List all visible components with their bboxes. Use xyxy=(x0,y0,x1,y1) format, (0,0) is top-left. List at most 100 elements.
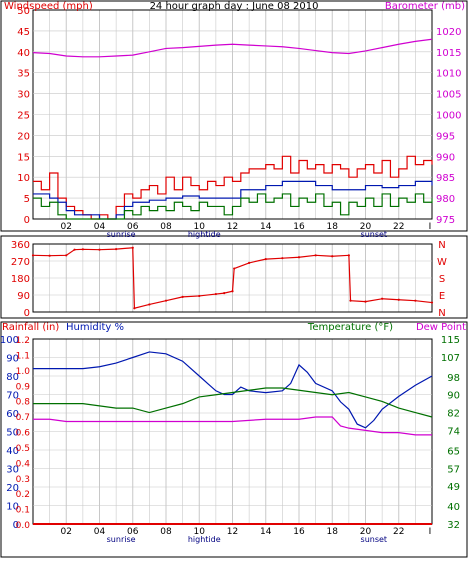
x-tick-label: 14 xyxy=(260,222,272,232)
x-tick-label: 02 xyxy=(61,527,72,537)
x-tick-label: 06 xyxy=(127,222,139,232)
humidity-tick-label: 50 xyxy=(6,428,19,439)
direction-point xyxy=(248,261,251,264)
x-tick-label: 02 xyxy=(61,222,72,232)
temperature-tick-label: 115 xyxy=(441,335,460,346)
x-annotation-sunrise: sunrise xyxy=(107,230,136,239)
x-tick-label: 16 xyxy=(293,222,305,232)
direction-point xyxy=(381,297,384,300)
x-tick-label: 04 xyxy=(94,222,106,232)
baro-tick-label: 1005 xyxy=(436,90,461,101)
baro-axis-label: Barometer (mb) xyxy=(385,1,465,12)
direction-point xyxy=(349,299,352,302)
x-end-label: I xyxy=(429,527,432,537)
temperature-tick-label: 74 xyxy=(447,426,460,437)
direction-point xyxy=(214,292,217,296)
x-tick-label: 16 xyxy=(293,527,305,537)
temperature-tick-label: 49 xyxy=(447,482,460,493)
baro-tick-label: 995 xyxy=(436,131,455,142)
rain-axis-label: Rainfall (in) xyxy=(2,322,59,333)
direction-point xyxy=(223,292,226,295)
direction-tick-label: 90 xyxy=(17,291,30,302)
x-tick-label: 12 xyxy=(227,527,238,537)
baro-tick-label: 1010 xyxy=(436,69,461,80)
direction-point xyxy=(73,248,76,251)
temperature-tick-label: 32 xyxy=(447,520,460,531)
x-tick-label: 20 xyxy=(360,222,372,232)
rain-tick-label: 0.7 xyxy=(16,413,30,423)
humidity-tick-label: 70 xyxy=(6,391,19,402)
compass-label: E xyxy=(439,291,445,302)
series-direction xyxy=(32,247,433,309)
compass-label: N xyxy=(438,308,445,319)
humidity-tick-label: 30 xyxy=(6,465,19,476)
x-tick-label: 10 xyxy=(194,527,206,537)
direction-point xyxy=(164,299,168,302)
direction-point xyxy=(430,301,434,304)
baro-tick-label: 990 xyxy=(436,152,455,163)
rain-tick-label: 0.1 xyxy=(16,506,30,516)
x-tick-label: 18 xyxy=(327,222,339,232)
wind-tick-label: 5 xyxy=(24,194,30,205)
direction-tick-label: 360 xyxy=(11,240,30,251)
direction-point xyxy=(198,294,201,298)
wind-tick-label: 35 xyxy=(17,69,30,80)
direction-point xyxy=(98,248,101,251)
direction-point xyxy=(364,300,367,303)
humidity-tick-label: 40 xyxy=(6,446,19,457)
x-annotation-hightide: hightide xyxy=(188,230,221,239)
wind-tick-label: 25 xyxy=(17,111,30,122)
direction-tick-label: 270 xyxy=(11,257,30,268)
baro-tick-label: 1020 xyxy=(436,27,461,38)
temperature-tick-label: 57 xyxy=(447,464,460,475)
direction-point xyxy=(65,254,68,257)
x-tick-label: 10 xyxy=(194,222,206,232)
dewpoint-axis-label: Dew Point xyxy=(416,322,466,333)
x-annotation-sunset: sunset xyxy=(361,535,388,544)
humidity-tick-label: 90 xyxy=(6,354,19,365)
baro-tick-label: 985 xyxy=(436,173,455,184)
direction-point xyxy=(231,290,234,293)
x-annotation-sunrise: sunrise xyxy=(107,535,136,544)
direction-point xyxy=(264,258,267,261)
wind-tick-label: 50 xyxy=(17,6,30,17)
humidity-tick-label: 60 xyxy=(6,409,19,420)
direction-point xyxy=(281,257,284,260)
wind-axis-label: Windspeed (mph) xyxy=(4,1,93,12)
x-tick-label: 04 xyxy=(94,527,106,537)
x-tick-label: 08 xyxy=(160,222,172,232)
series-dewpoint xyxy=(33,416,432,436)
series-temperature xyxy=(33,387,433,418)
humidity-tick-label: 0 xyxy=(13,520,19,531)
x-tick-label: 18 xyxy=(327,527,339,537)
direction-point xyxy=(131,246,134,249)
rain-tick-label: 0.3 xyxy=(16,475,30,485)
compass-label: W xyxy=(437,257,447,268)
direction-point xyxy=(233,267,236,270)
humidity-tick-label: 100 xyxy=(0,335,19,346)
direction-tick-label: 180 xyxy=(11,274,30,285)
direction-point xyxy=(115,248,118,251)
baro-tick-label: 1000 xyxy=(436,111,461,122)
x-tick-label: 20 xyxy=(360,527,372,537)
x-tick-label: 22 xyxy=(393,527,404,537)
rain-tick-label: 1.0 xyxy=(16,367,31,377)
wind-tick-label: 0 xyxy=(24,215,30,226)
wind-tick-label: 45 xyxy=(17,27,30,38)
frame-direction xyxy=(0,235,468,319)
series-baro xyxy=(32,38,433,58)
temperature-tick-label: 90 xyxy=(447,391,460,402)
humidity-tick-label: 20 xyxy=(6,483,19,494)
wind-tick-label: 20 xyxy=(17,131,30,142)
x-tick-label: 14 xyxy=(260,527,272,537)
direction-point xyxy=(314,254,317,257)
x-end-label: I xyxy=(429,222,432,232)
humidity-tick-label: 80 xyxy=(6,372,19,383)
humidity-tick-label: 10 xyxy=(6,502,19,513)
temperature-tick-label: 40 xyxy=(447,502,460,513)
x-tick-label: 08 xyxy=(160,527,172,537)
direction-point xyxy=(133,307,136,310)
rain-tick-label: 0.4 xyxy=(16,459,31,469)
